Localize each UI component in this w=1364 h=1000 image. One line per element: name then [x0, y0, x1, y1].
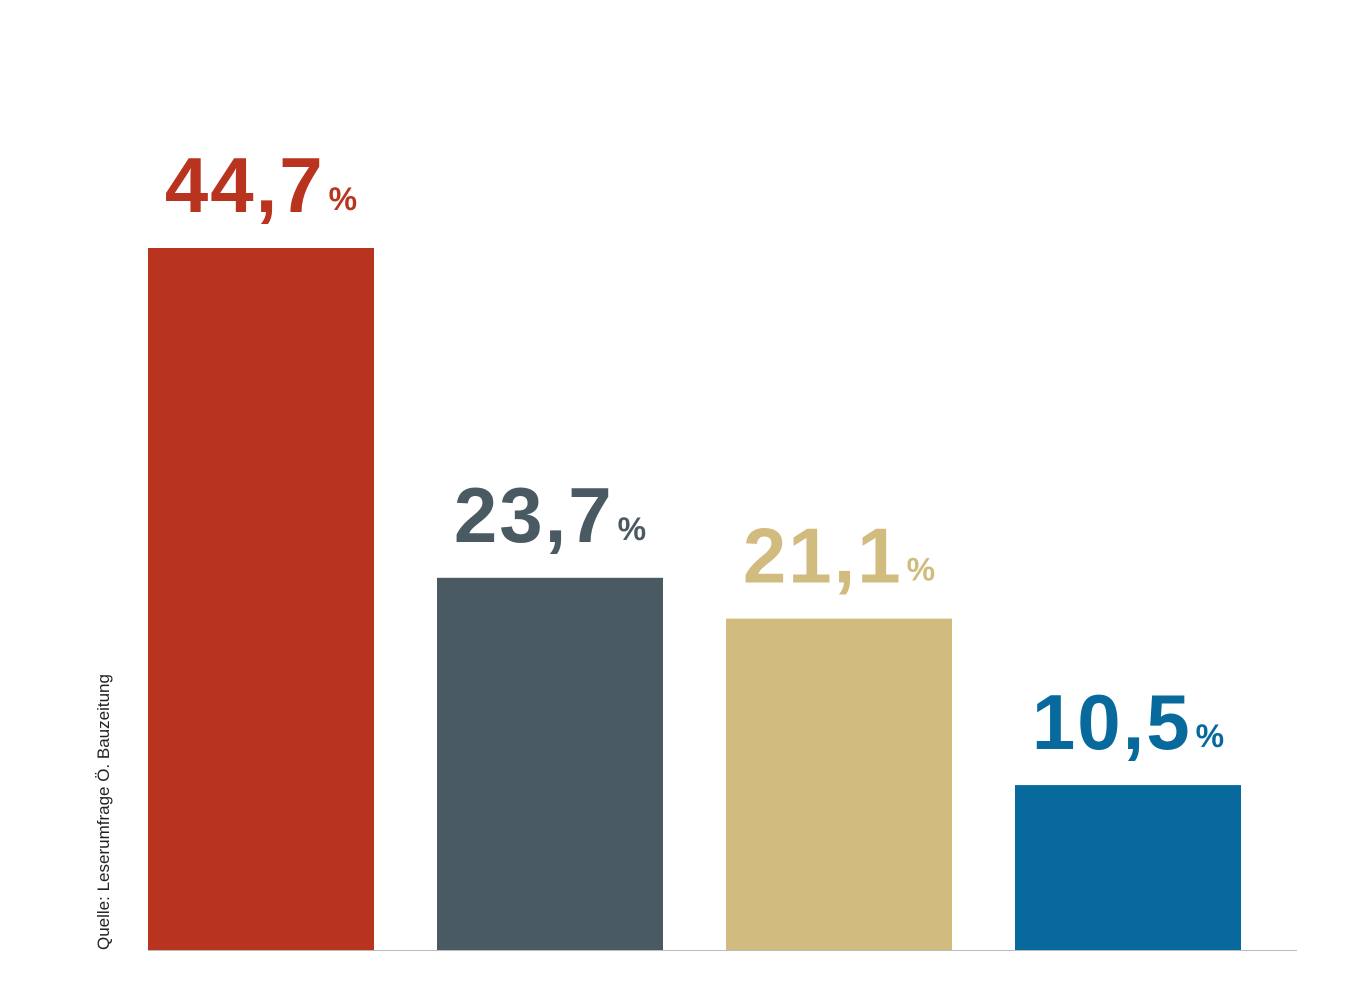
- value-unit: %: [1196, 718, 1224, 754]
- source-note: Quelle: Leserumfrage Ö. Bauzeitung: [94, 674, 113, 950]
- value-unit: %: [907, 552, 935, 588]
- value-label: 44,7: [165, 141, 325, 229]
- bar: [437, 577, 663, 950]
- bar: [1015, 785, 1241, 950]
- value-label: 10,5: [1032, 678, 1192, 766]
- value-label: 23,7: [454, 471, 614, 559]
- bar: [726, 618, 952, 950]
- bar: [148, 248, 374, 950]
- value-label: 21,1: [743, 512, 903, 600]
- value-unit: %: [329, 181, 357, 217]
- value-unit: %: [618, 511, 646, 547]
